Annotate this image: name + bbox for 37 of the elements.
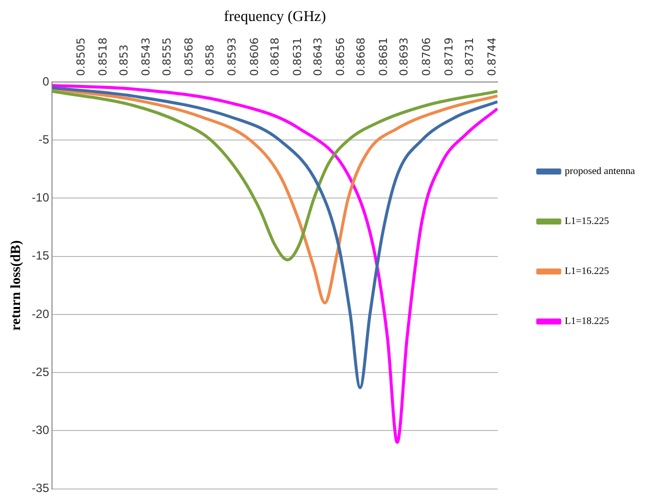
y-tick-label: -15 (32, 248, 50, 263)
x-tick-label: 0.8656 (334, 38, 348, 76)
legend-label: proposed antenna (564, 166, 636, 178)
x-tick-label: 0.8618 (268, 38, 282, 76)
x-tick-label: 0.8719 (442, 38, 456, 76)
x-tick-label: 0.8543 (140, 38, 153, 76)
line-series (52, 90, 498, 262)
line-series (52, 87, 498, 304)
x-tick-label: 0.8606 (248, 38, 262, 76)
y-tick-label: 0 (42, 74, 50, 88)
x-tick-label: 0.8744 (485, 38, 498, 76)
x-tick-label: 0.8631 (291, 38, 304, 76)
y-tick-label: -10 (32, 190, 50, 205)
x-tick-label: 0.8668 (354, 38, 368, 76)
x-axis-title: frequency (GHz) (224, 8, 326, 25)
x-tick-label: 0.8706 (420, 38, 434, 76)
legend-label: L1=16.225 (564, 266, 609, 278)
y-tick-label: -20 (32, 306, 50, 321)
x-tick-label: 0.8518 (96, 38, 110, 76)
x-tick-label: 0.8681 (377, 38, 390, 76)
x-tick-label: 0.8593 (226, 38, 239, 76)
x-tick-label: 0.858 (203, 44, 216, 76)
x-tick-label: 0.8555 (160, 38, 174, 76)
x-tick-label: 0.8693 (398, 38, 411, 76)
y-axis-title: return loss(dB) (9, 240, 24, 331)
y-tick-label: -25 (32, 364, 50, 379)
y-tick-label: -30 (32, 423, 50, 437)
y-tick-label: -35 (32, 481, 50, 496)
legend-label: L1=15.225 (564, 216, 609, 228)
x-tick-label: 0.8568 (182, 38, 196, 76)
x-tick-label: 0.853 (117, 44, 130, 76)
x-tick-label: 0.8505 (74, 38, 88, 76)
x-tick-label: 0.8643 (312, 38, 325, 76)
y-tick-label: -5 (38, 132, 50, 146)
x-tick-label: 0.8731 (463, 38, 476, 76)
line-series (52, 86, 498, 390)
legend-label: L1=18.225 (564, 316, 609, 328)
